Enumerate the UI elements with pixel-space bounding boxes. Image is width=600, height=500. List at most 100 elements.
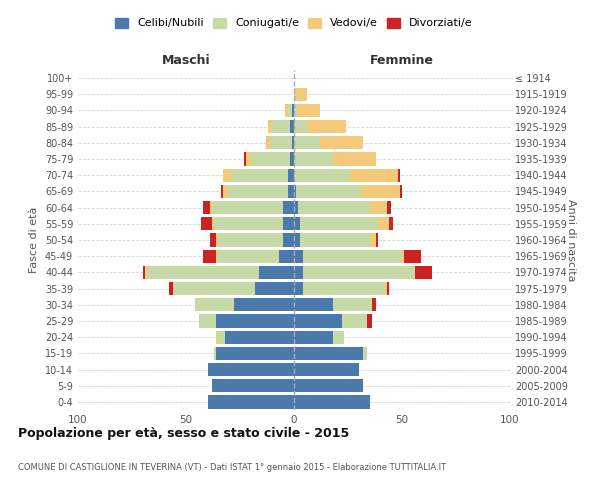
Bar bbox=[307, 120, 346, 134]
Bar bbox=[218, 234, 283, 246]
Bar bbox=[210, 201, 212, 214]
Bar bbox=[301, 234, 370, 246]
Bar bbox=[302, 282, 385, 295]
Y-axis label: Fasce di età: Fasce di età bbox=[29, 207, 39, 273]
Bar bbox=[294, 282, 302, 295]
Bar bbox=[233, 298, 294, 312]
Bar bbox=[302, 266, 415, 279]
Bar bbox=[212, 201, 283, 214]
Bar bbox=[294, 396, 370, 408]
Bar bbox=[385, 282, 387, 295]
Bar bbox=[225, 330, 294, 344]
Bar bbox=[294, 250, 302, 263]
Bar bbox=[169, 282, 173, 295]
Bar bbox=[247, 152, 251, 166]
Text: Maschi: Maschi bbox=[161, 54, 211, 67]
Bar bbox=[208, 396, 294, 408]
Bar bbox=[294, 314, 341, 328]
Bar bbox=[251, 152, 290, 166]
Bar bbox=[301, 217, 378, 230]
Text: Popolazione per età, sesso e stato civile - 2015: Popolazione per età, sesso e stato civil… bbox=[18, 428, 349, 440]
Bar bbox=[294, 201, 298, 214]
Bar bbox=[402, 250, 404, 263]
Bar bbox=[294, 346, 363, 360]
Bar bbox=[283, 201, 294, 214]
Bar bbox=[398, 168, 400, 182]
Bar bbox=[298, 104, 320, 117]
Bar bbox=[378, 217, 389, 230]
Bar bbox=[287, 104, 292, 117]
Bar bbox=[290, 120, 294, 134]
Bar bbox=[294, 152, 333, 166]
Bar bbox=[223, 168, 232, 182]
Bar bbox=[376, 234, 378, 246]
Bar bbox=[218, 250, 279, 263]
Bar bbox=[361, 185, 400, 198]
Bar bbox=[400, 185, 402, 198]
Bar bbox=[363, 346, 367, 360]
Bar bbox=[367, 314, 372, 328]
Bar bbox=[227, 185, 287, 198]
Bar bbox=[287, 185, 294, 198]
Bar bbox=[244, 152, 247, 166]
Bar bbox=[218, 330, 225, 344]
Bar bbox=[147, 266, 259, 279]
Bar bbox=[216, 314, 294, 328]
Bar bbox=[270, 136, 292, 149]
Bar bbox=[203, 201, 210, 214]
Bar bbox=[232, 168, 287, 182]
Bar bbox=[294, 217, 301, 230]
Bar bbox=[286, 104, 287, 117]
Bar bbox=[372, 298, 376, 312]
Bar bbox=[201, 217, 212, 230]
Bar bbox=[294, 136, 320, 149]
Bar bbox=[387, 201, 391, 214]
Bar bbox=[370, 234, 376, 246]
Bar bbox=[415, 266, 432, 279]
Bar bbox=[145, 266, 147, 279]
Bar bbox=[203, 250, 216, 263]
Bar bbox=[212, 217, 214, 230]
Bar bbox=[298, 201, 370, 214]
Bar bbox=[302, 250, 402, 263]
Bar bbox=[333, 330, 344, 344]
Bar bbox=[294, 266, 302, 279]
Bar bbox=[210, 234, 216, 246]
Bar bbox=[333, 298, 372, 312]
Bar bbox=[283, 234, 294, 246]
Bar bbox=[294, 379, 363, 392]
Bar bbox=[216, 346, 294, 360]
Bar bbox=[266, 136, 270, 149]
Bar bbox=[294, 330, 333, 344]
Bar bbox=[404, 250, 421, 263]
Bar bbox=[255, 282, 294, 295]
Bar bbox=[287, 168, 294, 182]
Bar bbox=[320, 136, 363, 149]
Bar bbox=[173, 282, 255, 295]
Bar bbox=[214, 346, 216, 360]
Bar bbox=[216, 234, 218, 246]
Bar bbox=[387, 282, 389, 295]
Bar bbox=[194, 298, 233, 312]
Bar bbox=[208, 363, 294, 376]
Bar bbox=[389, 217, 394, 230]
Bar bbox=[268, 120, 272, 134]
Bar bbox=[370, 201, 387, 214]
Bar bbox=[223, 185, 227, 198]
Bar bbox=[221, 185, 223, 198]
Bar bbox=[283, 217, 294, 230]
Bar bbox=[294, 185, 296, 198]
Bar bbox=[296, 185, 361, 198]
Bar bbox=[333, 152, 376, 166]
Text: COMUNE DI CASTIGLIONE IN TEVERINA (VT) - Dati ISTAT 1° gennaio 2015 - Elaborazio: COMUNE DI CASTIGLIONE IN TEVERINA (VT) -… bbox=[18, 462, 446, 471]
Bar bbox=[341, 314, 367, 328]
Bar bbox=[294, 120, 307, 134]
Bar bbox=[272, 120, 290, 134]
Bar bbox=[199, 314, 216, 328]
Bar bbox=[216, 330, 218, 344]
Bar bbox=[292, 104, 294, 117]
Bar bbox=[294, 298, 333, 312]
Bar bbox=[279, 250, 294, 263]
Bar bbox=[290, 152, 294, 166]
Bar bbox=[143, 266, 145, 279]
